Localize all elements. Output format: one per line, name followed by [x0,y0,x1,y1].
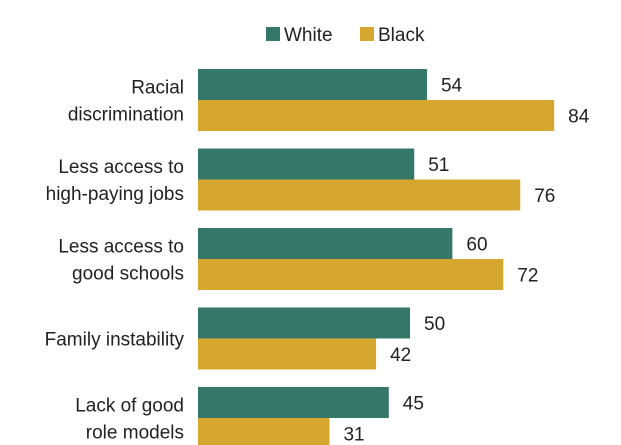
value-label-white: 45 [403,394,424,415]
value-label-black: 76 [534,186,555,207]
value-label-white: 60 [466,235,487,256]
legend-swatch-white [266,27,280,41]
category-label: role models [86,423,184,444]
value-label-black: 72 [517,266,538,287]
value-label-white: 51 [428,155,449,176]
legend-label-black: Black [378,25,425,46]
bar-black [198,259,504,290]
category-label: good schools [72,264,184,285]
category-label: Less access to [58,157,184,178]
legend: White Black [266,25,425,46]
bar-white [198,387,389,418]
category-label: discrimination [68,105,184,126]
bar-black [198,418,330,445]
value-label-white: 50 [424,314,445,335]
bar-black [198,179,521,211]
legend-label-white: White [284,25,333,46]
legend-swatch-black [360,27,374,41]
bar-white [198,228,453,259]
value-label-white: 54 [441,76,463,97]
value-label-black: 84 [568,107,590,128]
category-label: Less access to [58,237,184,258]
category-labels: Racial discrimination Less access to high-p… [45,78,185,444]
bar-white [198,307,410,339]
bars [198,69,555,445]
bar-white [198,69,427,100]
bar-black [198,338,377,370]
value-label-black: 42 [390,345,411,366]
category-label: Lack of good [75,396,184,417]
category-label: Family instability [45,330,185,351]
value-label-black: 31 [343,425,364,445]
value-labels: 54 84 51 76 60 72 50 42 45 31 [343,76,589,445]
bar-white [198,148,415,180]
category-label: Racial [131,78,184,99]
bar-black [198,100,555,131]
category-label: high-paying jobs [46,184,184,205]
